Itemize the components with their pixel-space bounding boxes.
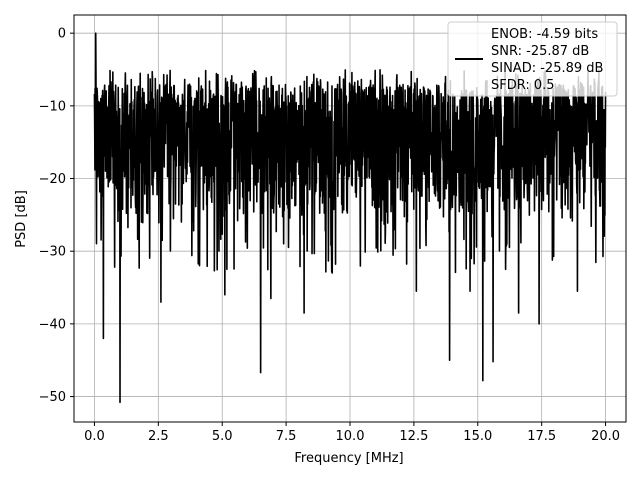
legend-line-sfdr: SFDR: 0.5 xyxy=(491,78,555,93)
legend-box xyxy=(447,21,618,97)
y-tick-label-3: −30 xyxy=(39,245,66,260)
x-tick-label-1: 2.5 xyxy=(148,429,169,444)
y-tick-label-2: −20 xyxy=(39,172,66,187)
x-tick-label-6: 15.0 xyxy=(463,429,492,444)
x-axis-label: Frequency [MHz] xyxy=(294,451,403,466)
psd-line-layer xyxy=(93,32,607,404)
x-tick-label-8: 20.0 xyxy=(591,429,620,444)
legend: ENOB: -4.59 bits SNR: -25.87 dB SINAD: -… xyxy=(447,21,618,97)
y-tick-label-5: −50 xyxy=(39,390,66,405)
x-tick-label-0: 0.0 xyxy=(84,429,105,444)
y-axis-label: PSD [dB] xyxy=(14,190,29,248)
y-tick-label-0: 0 xyxy=(58,27,66,42)
psd-series-line xyxy=(93,32,607,404)
y-axis-ticks: 0 −10 −20 −30 −40 −50 xyxy=(39,27,74,405)
y-tick-label-4: −40 xyxy=(39,317,66,332)
y-tick-label-1: −10 xyxy=(39,99,66,114)
x-tick-label-3: 7.5 xyxy=(276,429,297,444)
legend-line-snr: SNR: -25.87 dB xyxy=(491,44,589,59)
x-tick-label-5: 12.5 xyxy=(399,429,428,444)
x-tick-label-2: 5.0 xyxy=(212,429,233,444)
legend-line-sinad: SINAD: -25.89 dB xyxy=(491,61,603,76)
legend-line-enob: ENOB: -4.59 bits xyxy=(491,27,598,42)
x-tick-label-4: 10.0 xyxy=(336,429,365,444)
x-axis-ticks: 0.0 2.5 5.0 7.5 10.0 12.5 15.0 17.5 20.0 xyxy=(84,422,620,444)
x-tick-label-7: 17.5 xyxy=(527,429,556,444)
